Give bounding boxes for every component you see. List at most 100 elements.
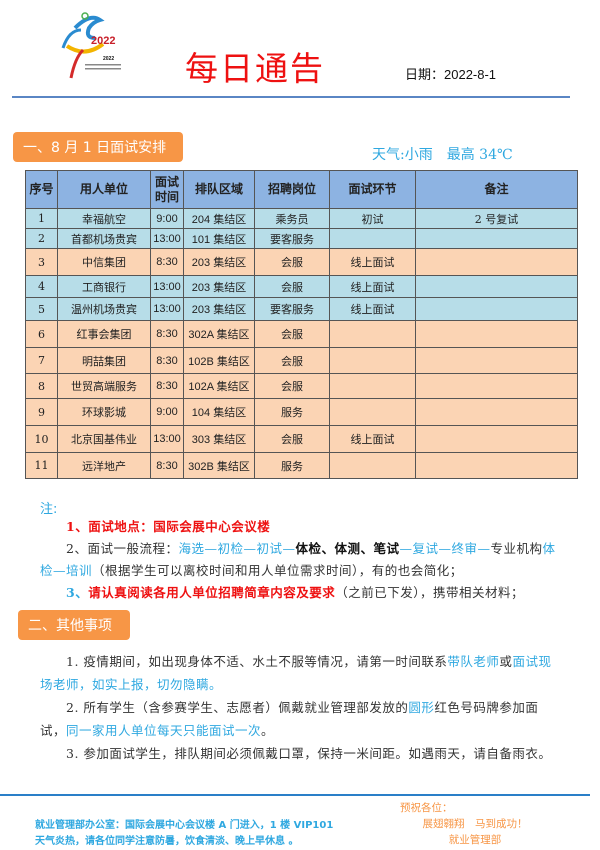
svg-text:2022: 2022 xyxy=(103,56,114,62)
svg-text:2022: 2022 xyxy=(91,35,115,47)
cell-stage: 线上面试 xyxy=(329,297,416,321)
cell-no: 10 xyxy=(25,425,58,453)
table-row: 1 幸福航空 9:00 204 集结区 乘务员 初试 2 号复试 xyxy=(25,208,578,229)
notes-label: 注: xyxy=(40,502,58,517)
cell-note xyxy=(415,297,578,321)
cell-area: 102A 集结区 xyxy=(183,373,255,399)
cell-area: 204 集结区 xyxy=(183,208,255,229)
cell-position: 服务 xyxy=(254,398,330,426)
table-row: 4 工商银行 13:00 203 集结区 会服 线上面试 xyxy=(25,275,578,298)
header-position: 招聘岗位 xyxy=(254,170,330,209)
cell-time: 9:00 xyxy=(150,208,184,229)
table-row: 11 远洋地产 8:30 302B 集结区 服务 xyxy=(25,452,578,479)
matter-3: 3. 参加面试学生，排队期间必须佩戴口罩，保持一米间距。如遇雨天，请自备雨衣。 xyxy=(40,742,560,765)
cell-note xyxy=(415,320,578,348)
text-run: 2. 所有学生（含参赛学生、志愿者）佩戴就业管理部发放的 xyxy=(66,700,409,715)
cell-area: 302A 集结区 xyxy=(183,320,255,348)
text-run: 带队老师 xyxy=(447,654,500,669)
table-header-row: 序号 用人单位 面试时间 排队区域 招聘岗位 面试环节 备注 xyxy=(25,170,578,209)
table-row: 8 世贸高端服务 8:30 102A 集结区 会服 xyxy=(25,373,578,399)
cell-time: 13:00 xyxy=(150,425,184,453)
text-run: 体检、体测、笔试 xyxy=(295,541,400,556)
cell-company: 幸福航空 xyxy=(57,208,151,229)
cell-position: 服务 xyxy=(254,452,330,479)
text-run: 同一家用人单位每天只能面试一次 xyxy=(66,723,262,738)
cell-company: 中信集团 xyxy=(57,248,151,276)
table-row: 5 温州机场贵宾 13:00 203 集结区 要客服务 线上面试 xyxy=(25,297,578,321)
notice-date: 日期：2022-8-1 xyxy=(405,67,497,82)
text-run: 体检—培训 xyxy=(40,541,556,578)
footer-wishes: 预祝各位： 展翅翱翔 马到成功！ 就业管理部 xyxy=(400,800,550,848)
cell-area: 101 集结区 xyxy=(183,228,255,249)
text-run: 红色号码牌参加面试， xyxy=(40,700,539,738)
table-row: 3 中信集团 8:30 203 集结区 会服 线上面试 xyxy=(25,248,578,276)
cell-time: 13:00 xyxy=(150,297,184,321)
cell-note xyxy=(415,425,578,453)
weather-info: 天气:小雨 最高 34℃ xyxy=(372,147,513,163)
header-note: 备注 xyxy=(415,170,578,209)
interview-schedule-table: 序号 用人单位 面试时间 排队区域 招聘岗位 面试环节 备注 1 幸福航空 9:00… xyxy=(25,170,578,479)
cell-position: 会服 xyxy=(254,275,330,298)
cell-position: 会服 xyxy=(254,320,330,348)
footer-divider xyxy=(0,794,590,796)
text-run: 3、 xyxy=(66,585,89,600)
cell-note xyxy=(415,398,578,426)
cell-company: 红事会集团 xyxy=(57,320,151,348)
text-run: 2、面试一般流程： xyxy=(66,541,179,556)
office-address: 就业管理部办公室：国际会展中心会议楼 A 门进入，1 楼 VIP101 xyxy=(35,820,334,831)
cell-company: 远洋地产 xyxy=(57,452,151,479)
header-company: 用人单位 xyxy=(57,170,151,209)
cell-stage: 初试 xyxy=(329,208,416,229)
cell-stage xyxy=(329,373,416,399)
text-run: 请认真阅读各用人单位招聘简章内容及要求 xyxy=(88,585,336,600)
cell-area: 203 集结区 xyxy=(183,248,255,276)
text-run: 或 xyxy=(499,654,513,669)
table-row: 7 明喆集团 8:30 102B 集结区 会服 xyxy=(25,347,578,374)
cell-no: 1 xyxy=(25,208,58,229)
cell-note xyxy=(415,452,578,479)
text-run: （根据学生可以离校时间和用人单位需求时间），有的也会简化； xyxy=(92,563,463,578)
table-row: 2 首都机场贵宾 13:00 101 集结区 要客服务 xyxy=(25,228,578,249)
cell-position: 会服 xyxy=(254,373,330,399)
section-2-header: 二、其他事项 xyxy=(18,610,130,640)
text-run: 。 xyxy=(261,723,275,738)
cell-company: 明喆集团 xyxy=(57,347,151,374)
cell-time: 8:30 xyxy=(150,248,184,276)
cell-no: 5 xyxy=(25,297,58,321)
weather-tip: 天气炎热，请各位同学注意防暑，饮食清淡、晚上早休息 。 xyxy=(35,836,299,847)
cell-time: 8:30 xyxy=(150,452,184,479)
header-area: 排队区域 xyxy=(183,170,255,209)
matter-2: 2. 所有学生（含参赛学生、志愿者）佩戴就业管理部发放的圆形红色号码牌参加面试，… xyxy=(40,696,560,742)
note-3: 3、请认真阅读各用人单位招聘简章内容及要求（之前已下发），携带相关材料； xyxy=(40,582,560,604)
cell-company: 北京国基伟业 xyxy=(57,425,151,453)
cell-note: 2 号复试 xyxy=(415,208,578,229)
cell-note xyxy=(415,248,578,276)
cell-company: 环球影城 xyxy=(57,398,151,426)
text-run: 专业机构 xyxy=(490,541,543,556)
header-no: 序号 xyxy=(25,170,58,209)
page-title: 每日通告 xyxy=(185,49,325,88)
cell-time: 8:30 xyxy=(150,373,184,399)
notes-body: 1、面试地点：国际会展中心会议楼 2、面试一般流程：海选—初检—初试—体检、体测… xyxy=(40,516,560,604)
note-2: 2、面试一般流程：海选—初检—初试—体检、体测、笔试—复试—终审—专业机构体检—… xyxy=(40,538,560,582)
cell-stage: 线上面试 xyxy=(329,275,416,298)
cell-area: 102B 集结区 xyxy=(183,347,255,374)
cell-stage xyxy=(329,398,416,426)
text-run: 海选—初检—初试— xyxy=(178,541,296,556)
cell-company: 工商银行 xyxy=(57,275,151,298)
table-row: 6 红事会集团 8:30 302A 集结区 会服 xyxy=(25,320,578,348)
cell-stage xyxy=(329,320,416,348)
competition-logo: 2022 2022 xyxy=(55,8,125,83)
cell-company: 首都机场贵宾 xyxy=(57,228,151,249)
text-run: 3. 参加面试学生，排队期间必须佩戴口罩，保持一米间距。如遇雨天，请自备雨衣。 xyxy=(66,746,552,761)
footer-info: 就业管理部办公室：国际会展中心会议楼 A 门进入，1 楼 VIP101 天气炎热… xyxy=(35,818,333,850)
text-run: 面试现场老师，如实上报，切勿隐瞒。 xyxy=(40,654,552,692)
cell-position: 会服 xyxy=(254,425,330,453)
other-matters-body: 1. 疫情期间，如出现身体不适、水土不服等情况，请第一时间联系带队老师或面试现场… xyxy=(40,650,560,765)
cell-stage: 线上面试 xyxy=(329,248,416,276)
cell-company: 世贸高端服务 xyxy=(57,373,151,399)
cell-time: 8:30 xyxy=(150,347,184,374)
cell-note xyxy=(415,347,578,374)
text-run: （之前已下发），携带相关材料； xyxy=(335,585,524,600)
table-row: 10 北京国基伟业 13:00 303 集结区 会服 线上面试 xyxy=(25,425,578,453)
